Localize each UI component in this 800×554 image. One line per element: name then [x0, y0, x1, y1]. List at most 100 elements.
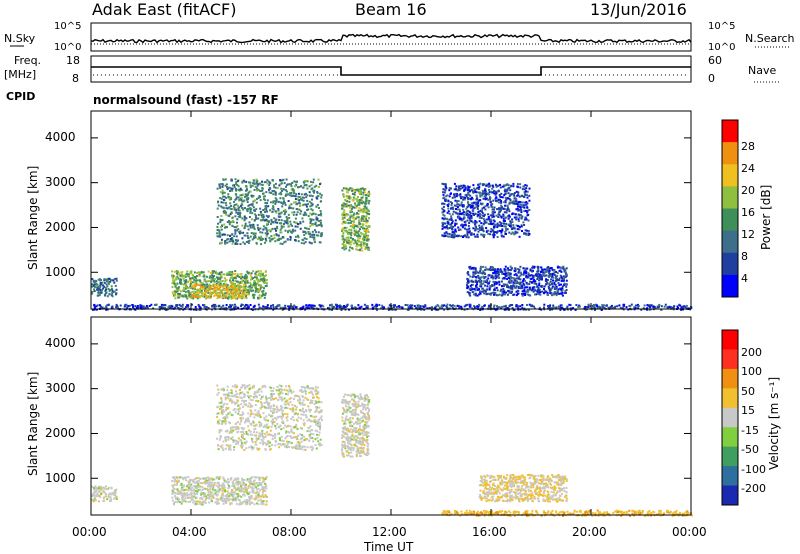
heatmap-cell — [262, 214, 264, 216]
heatmap-cell — [240, 198, 243, 201]
heatmap-cell — [266, 230, 269, 233]
heatmap-cell — [227, 290, 230, 293]
heatmap-cell — [605, 304, 608, 307]
heatmap-cell — [246, 270, 249, 273]
heatmap-cell — [516, 203, 519, 206]
heatmap-cell — [110, 493, 112, 496]
heatmap-cell — [476, 281, 479, 283]
heatmap-cell — [342, 232, 345, 234]
heatmap-cell — [217, 483, 220, 486]
heatmap-cell — [102, 500, 105, 503]
heatmap-cell — [501, 291, 504, 294]
heatmap-cell — [497, 230, 500, 233]
heatmap-cell — [570, 308, 572, 311]
heatmap-cell — [279, 191, 282, 194]
heatmap-cell — [466, 187, 469, 190]
heatmap-cell — [197, 283, 200, 286]
heatmap-cell — [516, 231, 519, 234]
heatmap-cell — [172, 275, 175, 278]
heatmap-cell — [292, 191, 295, 194]
heatmap-cell — [299, 222, 302, 225]
heatmap-cell — [210, 273, 213, 276]
heatmap-cell — [489, 190, 492, 193]
heatmap-cell — [279, 197, 282, 200]
heatmap-cell — [282, 197, 285, 200]
heatmap-cell — [505, 211, 508, 214]
heatmap-cell — [294, 221, 297, 224]
heatmap-cell — [518, 205, 521, 208]
heatmap-cell — [533, 288, 536, 291]
heatmap-cell — [283, 220, 286, 222]
heatmap-cell — [334, 303, 337, 306]
heatmap-cell — [227, 499, 230, 502]
heatmap-cell — [228, 240, 231, 243]
heatmap-cell — [521, 188, 524, 191]
heatmap-cell — [504, 204, 507, 207]
heatmap-cell — [308, 304, 311, 307]
heatmap-cell — [235, 297, 237, 300]
heatmap-cell — [495, 282, 498, 285]
heatmap-cell — [519, 203, 522, 206]
heatmap-cell — [537, 268, 540, 271]
heatmap-cell — [307, 215, 310, 218]
heatmap-cell — [483, 195, 486, 198]
heatmap-cell — [177, 286, 180, 289]
heatmap-cell — [397, 305, 400, 308]
heatmap-cell — [556, 272, 559, 274]
heatmap-cell — [110, 486, 113, 489]
heatmap-cell — [115, 293, 117, 296]
heatmap-cell — [515, 208, 518, 211]
heatmap-cell — [481, 189, 484, 192]
heatmap-cell — [212, 486, 215, 489]
heatmap-cell — [461, 205, 464, 207]
heatmap-cell — [521, 230, 523, 232]
heatmap-cell — [357, 203, 360, 206]
heatmap-cell — [517, 281, 520, 284]
heatmap-cell — [362, 242, 365, 245]
heatmap-cell — [526, 293, 529, 296]
heatmap-cell — [516, 292, 519, 295]
heatmap-cell — [492, 236, 495, 239]
heatmap-cell — [466, 201, 469, 204]
heatmap-cell — [295, 213, 298, 216]
heatmap-cell — [228, 215, 231, 217]
heatmap-cell — [238, 231, 241, 233]
heatmap-cell — [447, 221, 450, 224]
heatmap-cell — [362, 211, 365, 214]
heatmap-cell — [91, 493, 94, 496]
heatmap-cell — [228, 206, 231, 209]
heatmap-cell — [523, 191, 526, 194]
heatmap-cell — [448, 195, 451, 198]
heatmap-cell — [192, 297, 195, 300]
heatmap-cell — [513, 192, 516, 194]
heatmap-cell — [512, 224, 515, 227]
heatmap-cell — [220, 280, 223, 283]
heatmap-cell — [545, 274, 548, 277]
heatmap-cell — [495, 185, 498, 188]
heatmap-cell — [469, 216, 472, 219]
heatmap-cell — [181, 295, 184, 298]
heatmap-cell — [287, 213, 290, 216]
heatmap-cell — [241, 289, 243, 292]
heatmap-cell — [467, 214, 469, 217]
heatmap-cell — [534, 280, 536, 283]
heatmap-cell — [316, 197, 319, 200]
heatmap-cell — [484, 266, 487, 269]
heatmap-cell — [343, 216, 346, 219]
heatmap-cell — [197, 293, 200, 296]
heatmap-cell — [524, 184, 527, 187]
heatmap-cell — [496, 305, 498, 308]
heatmap-cell — [487, 213, 490, 216]
heatmap-cell — [260, 482, 263, 485]
heatmap-cell — [378, 304, 381, 306]
heatmap-cell — [245, 307, 247, 310]
heatmap-cell — [255, 270, 258, 273]
heatmap-cell — [466, 291, 469, 294]
heatmap-cell — [299, 212, 302, 215]
heatmap-cell — [107, 303, 110, 306]
heatmap-cell — [194, 277, 197, 280]
heatmap-cell — [494, 293, 497, 296]
heatmap-cell — [277, 209, 280, 212]
heatmap-cell — [474, 206, 477, 209]
heatmap-cell — [532, 280, 535, 283]
